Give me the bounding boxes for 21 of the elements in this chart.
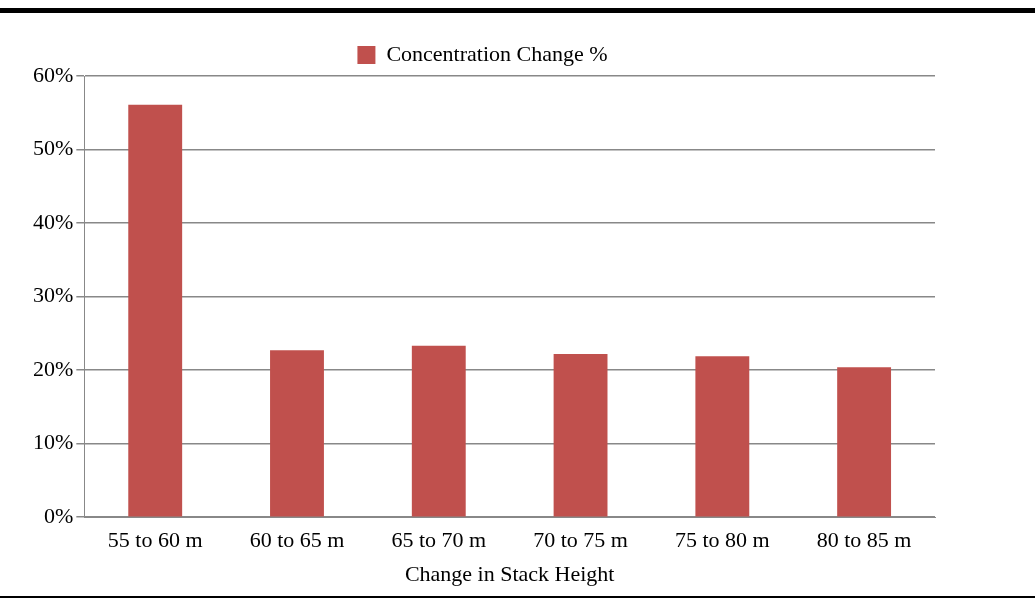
y-tick-label: 10% bbox=[33, 429, 74, 455]
y-tick-label: 20% bbox=[33, 355, 74, 381]
bar bbox=[270, 350, 324, 517]
legend-label: Concentration Change % bbox=[386, 40, 608, 66]
y-tick-label: 40% bbox=[33, 208, 74, 234]
bar bbox=[695, 356, 750, 517]
y-tick-label: 50% bbox=[33, 135, 74, 161]
y-tick-label: 30% bbox=[33, 282, 74, 308]
x-axis-title: Change in Stack Height bbox=[404, 560, 615, 586]
x-tick-label: 80 to 85 m bbox=[816, 527, 912, 553]
bar bbox=[837, 367, 892, 517]
bar bbox=[411, 345, 466, 517]
x-tick-label: 75 to 80 m bbox=[674, 527, 770, 553]
x-tick-label: 55 to 60 m bbox=[107, 527, 203, 553]
x-tick-label: 60 to 65 m bbox=[249, 527, 345, 553]
bar bbox=[553, 353, 608, 517]
y-tick-label: 0% bbox=[44, 502, 74, 528]
bar bbox=[128, 104, 183, 517]
y-tick-label: 60% bbox=[33, 61, 74, 87]
x-tick-label: 65 to 70 m bbox=[391, 527, 487, 553]
x-tick-label: 70 to 75 m bbox=[533, 527, 628, 553]
